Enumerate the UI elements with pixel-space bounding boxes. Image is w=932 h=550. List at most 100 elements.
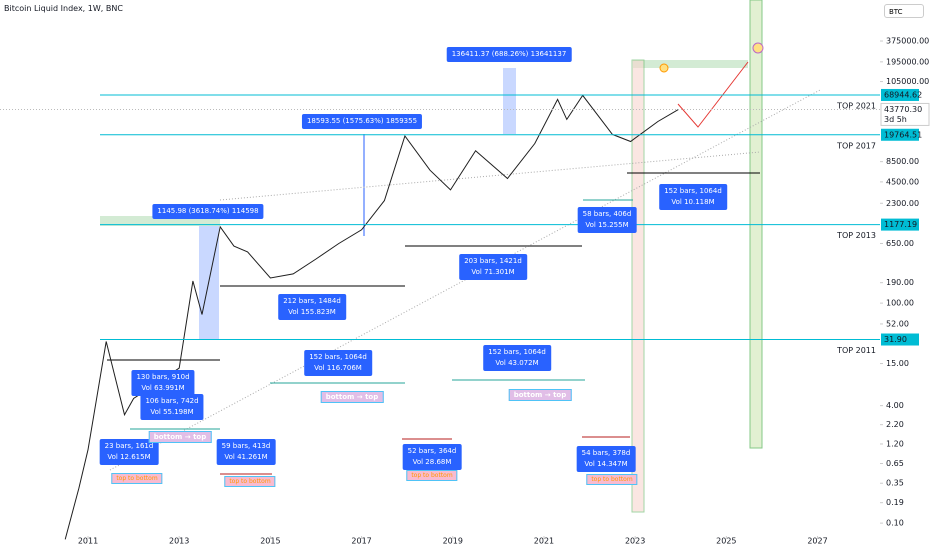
y-tick-label: 105000.00 — [886, 77, 929, 86]
bar-box-line: 58 bars, 406d — [582, 210, 632, 218]
level-tag — [881, 218, 919, 231]
bar-box-line: Vol 55.198M — [150, 408, 194, 416]
bar-box: 52 bars, 364d Vol 28.68M — [402, 444, 462, 470]
x-tick-label: 2011 — [78, 537, 98, 546]
bar-box-line: Vol 41.261M — [224, 453, 268, 461]
header-title: Bitcoin Liquid Index, 1W, BNC — [4, 4, 123, 13]
y-tick-label: 0.19 — [886, 498, 904, 507]
measure-label: 136411.37 (688.26%) 13641137 — [446, 47, 572, 62]
zone — [633, 60, 748, 68]
x-tick-label: 2013 — [169, 537, 189, 546]
bar-box: 212 bars, 1484d Vol 155.823M — [278, 294, 346, 320]
y-tick-label: 650.00 — [886, 239, 914, 248]
trend-line — [109, 89, 821, 471]
y-tick-label: 8500.00 — [886, 157, 919, 166]
bar-box-line: 52 bars, 364d — [407, 447, 457, 455]
level-value: 19764.51 — [884, 130, 922, 139]
zone — [100, 216, 220, 226]
range-arrows — [130, 199, 633, 430]
bar-box-line: Vol 63.991M — [141, 384, 185, 392]
y-tick-label: 0.10 — [886, 519, 904, 528]
projection — [677, 61, 749, 128]
band — [631, 59, 645, 513]
bar-box-line: 23 bars, 161d — [104, 442, 154, 450]
level-name: TOP 2021 — [836, 101, 876, 110]
y-tick-label: 15.00 — [886, 359, 909, 368]
trend-line — [219, 151, 761, 201]
last-price-tag — [880, 102, 930, 126]
y-tick-label: 2.20 — [886, 420, 904, 429]
bar-box-line: Vol 28.68M — [412, 458, 452, 466]
band — [749, 0, 763, 449]
y-tick-label: 2300.00 — [886, 199, 919, 208]
level-value: 31.90 — [884, 335, 907, 344]
level-value: 1177.19 — [884, 220, 917, 229]
measure-label: 18593.55 (1575.63%) 1859355 — [301, 114, 423, 129]
bar-box-line: Vol 116.706M — [314, 364, 362, 372]
y-tick-label: 190.00 — [886, 278, 914, 287]
bar-box-line: 54 bars, 378d — [581, 449, 631, 457]
range-tag: bottom → top — [508, 389, 572, 401]
range-tag: top to bottom — [406, 470, 458, 481]
bar-box-line: Vol 43.072M — [495, 359, 539, 367]
y-tick-label: 4500.00 — [886, 177, 919, 186]
bar-box: 23 bars, 161d Vol 12.615M — [99, 439, 159, 465]
x-tick-label: 2015 — [260, 537, 280, 546]
y-tick-label: 195000.00 — [886, 57, 929, 66]
bar-box: 203 bars, 1421d Vol 71.301M — [459, 254, 527, 280]
x-tick-label: 2021 — [534, 537, 554, 546]
y-tick-label: 0.65 — [886, 459, 904, 468]
price-line — [64, 94, 679, 540]
y-tick-label: 4.00 — [886, 401, 904, 410]
bar-box: 152 bars, 1064d Vol 43.072M — [483, 345, 551, 371]
y-tick-label: 0.35 — [886, 479, 904, 488]
bar-box: 152 bars, 1064d Vol 10.118M — [659, 184, 727, 210]
bar-box: 54 bars, 378d Vol 14.347M — [576, 446, 636, 472]
range-arrows — [107, 172, 760, 361]
x-tick-label: 2023 — [625, 537, 645, 546]
range-tag: top to bottom — [224, 476, 276, 487]
x-tick-label: 2027 — [807, 537, 827, 546]
range-arrows — [220, 436, 630, 475]
bar-box: 58 bars, 406d Vol 15.255M — [577, 207, 637, 233]
bar-box-line: 130 bars, 910d — [136, 373, 190, 381]
bar-box: 106 bars, 742d Vol 55.198M — [140, 394, 204, 420]
range-tag: bottom → top — [148, 431, 212, 443]
bar-box-line: 106 bars, 742d — [145, 397, 199, 405]
x-tick-label: 2019 — [443, 537, 463, 546]
x-tick-label: 2025 — [716, 537, 736, 546]
bar-box-line: 212 bars, 1484d — [283, 297, 341, 305]
level-name: TOP 2011 — [836, 346, 876, 355]
marker — [752, 42, 764, 54]
marker — [659, 63, 669, 73]
bar-box-line: 152 bars, 1064d — [664, 187, 722, 195]
bar-box-line: 152 bars, 1064d — [488, 348, 546, 356]
level-tag — [881, 88, 919, 101]
y-tick-label: 1.20 — [886, 439, 904, 448]
bar-box-line: 59 bars, 413d — [221, 442, 271, 450]
level-value: 68944.62 — [884, 90, 922, 99]
bar-box-line: Vol 155.823M — [288, 308, 336, 316]
symbol-box[interactable]: BTC — [884, 4, 924, 18]
level-name: TOP 2017 — [836, 141, 876, 150]
level-name: TOP 2013 — [836, 231, 876, 240]
bar-box-line: 152 bars, 1064d — [309, 353, 367, 361]
y-tick-label: 375000.00 — [886, 37, 929, 46]
bar-box: 152 bars, 1064d Vol 116.706M — [304, 350, 372, 376]
bar-box-line: 203 bars, 1421d — [464, 257, 522, 265]
bar-box: 59 bars, 413d Vol 41.261M — [216, 439, 276, 465]
bar-box-line: Vol 15.255M — [585, 221, 629, 229]
range-tag: bottom → top — [320, 391, 384, 403]
countdown: 3d 5h — [884, 115, 907, 124]
bar-box-line: Vol 10.118M — [671, 198, 715, 206]
range-tag: top to bottom — [111, 473, 163, 484]
range-tag: top to bottom — [586, 474, 638, 485]
measure-label: 1145.98 (3618.74%) 114598 — [152, 204, 264, 219]
y-tick-label: 52.00 — [886, 319, 909, 328]
bar-box-line: Vol 14.347M — [584, 460, 628, 468]
bar-box-line: Vol 71.301M — [471, 268, 515, 276]
measure-area — [503, 68, 516, 134]
level-tag — [881, 128, 919, 141]
